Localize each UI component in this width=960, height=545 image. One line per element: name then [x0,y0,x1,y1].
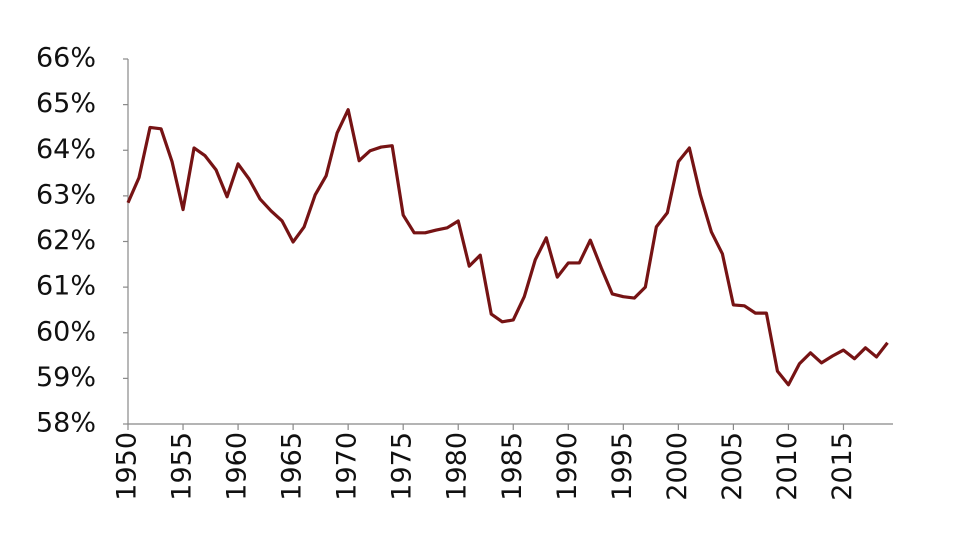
x-tick-label: 1950 [112,432,143,501]
y-tick-label: 58% [36,408,96,439]
x-tick-label: 1980 [442,432,473,501]
x-tick-label: 1965 [277,432,308,501]
x-tick-label: 2005 [717,432,748,501]
y-tick-label: 59% [36,362,96,393]
y-tick-label: 61% [36,271,96,302]
y-tick-label: 60% [36,316,96,347]
x-tick-label: 1960 [222,432,253,501]
x-tick-label: 1995 [607,432,638,501]
y-tick-label: 64% [36,134,96,165]
x-tick-label: 2000 [662,432,693,501]
x-tick-label: 1955 [167,432,198,501]
x-tick-label: 1985 [497,432,528,501]
x-tick-label: 1970 [332,432,363,501]
x-tick-label: 2015 [827,432,858,501]
x-tick-label: 1990 [552,432,583,501]
y-tick-label: 62% [36,225,96,256]
y-tick-label: 65% [36,88,96,119]
x-tick-label: 1975 [387,432,418,501]
y-tick-label: 66% [36,43,96,74]
y-tick-label: 63% [36,179,96,210]
line-series [126,108,889,387]
x-tick-label: 2010 [772,432,803,501]
